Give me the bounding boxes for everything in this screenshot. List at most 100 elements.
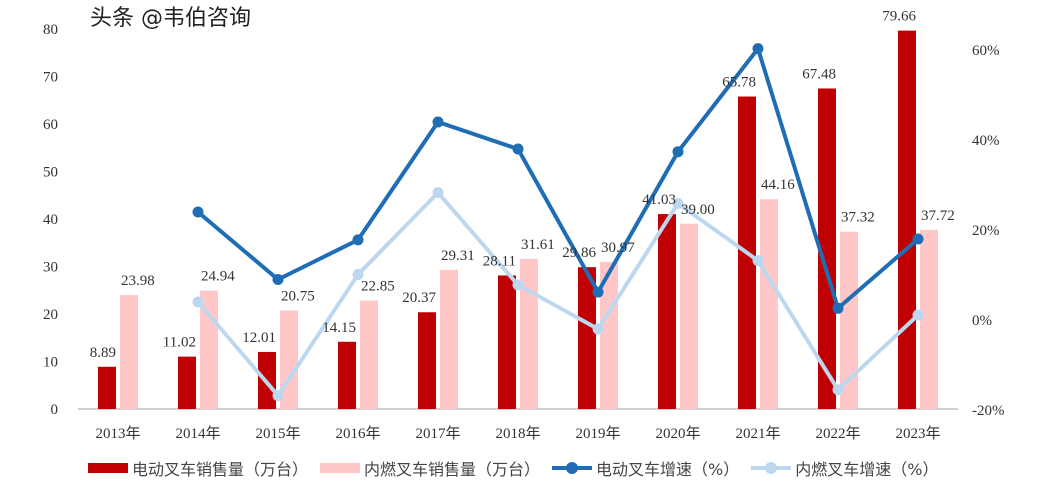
left-axis-tick: 10 [43, 355, 58, 371]
ev-sales-label: 20.37 [402, 290, 436, 306]
ev-growth-point [352, 234, 364, 246]
ev-growth-point [272, 274, 284, 285]
ice-growth-point [272, 390, 284, 402]
ice-sales-label: 20.75 [281, 288, 315, 304]
left-axis-tick: 30 [43, 260, 58, 276]
ice-sales-label: 29.31 [441, 248, 475, 264]
ice-sales-label: 30.97 [601, 240, 635, 256]
left-axis-tick: 80 [43, 22, 58, 38]
x-axis-tick: 2023年 [895, 425, 940, 442]
ice-sales-label: 37.32 [841, 210, 875, 226]
x-axis-tick: 2021年 [735, 425, 780, 442]
x-axis-tick: 2014年 [175, 425, 220, 442]
left-axis-tick: 40 [43, 212, 58, 228]
ice-growth-point [512, 279, 524, 291]
ev-growth-point [752, 43, 764, 55]
right-axis-tick: -20% [972, 403, 1005, 419]
left-axis-tick: 0 [51, 402, 59, 418]
legend-line-marker [552, 462, 593, 474]
ev-sales-label: 12.01 [242, 330, 276, 346]
right-axis-tick: 20% [972, 223, 1000, 239]
x-axis-tick: 2013年 [95, 425, 140, 442]
legend-line-marker [751, 462, 792, 474]
ev-sales-bar [898, 30, 916, 410]
ev-sales-bar [818, 88, 836, 409]
ev-growth-point [432, 116, 444, 128]
ice-sales-bar [920, 229, 938, 409]
ev-growth-point [192, 206, 204, 218]
ev-sales-bar [658, 214, 676, 409]
legend-label: 内燃叉车销售量（万台） [364, 460, 541, 479]
legend-item-ice-growth: 内燃叉车增速（%） [751, 456, 938, 480]
right-axis-tick: 40% [972, 133, 1000, 149]
left-axis-tick: 60 [43, 117, 58, 133]
ev-sales-bar [338, 341, 356, 409]
ice-growth-point [432, 187, 444, 199]
x-axis-tick: 2020年 [655, 425, 700, 442]
ice-sales-bar [440, 269, 458, 409]
right-axis-tick: 0% [972, 313, 992, 329]
ev-sales-label: 41.03 [642, 192, 676, 208]
ice-sales-label: 24.94 [201, 269, 235, 285]
legend-item-ev-growth: 电动叉车增速（%） [552, 456, 739, 480]
ice-growth-point [832, 384, 844, 396]
right-axis-tick: 60% [972, 43, 1000, 59]
ice-growth-line [196, 190, 920, 398]
ice-sales-bar [840, 231, 858, 409]
ice-sales-bar [600, 261, 618, 409]
ice-growth-point [672, 197, 684, 209]
ice-sales-bar [680, 223, 698, 409]
legend: 电动叉车销售量（万台） 内燃叉车销售量（万台） 电动叉车增速（%） 内燃叉车增速… [88, 456, 950, 480]
ev-sales-bar [498, 275, 516, 409]
ice-growth-point [592, 323, 604, 335]
ice-sales-label: 23.98 [121, 273, 155, 289]
ice-sales-label: 22.85 [361, 278, 395, 294]
ev-growth-point [512, 143, 524, 155]
legend-swatch [320, 463, 361, 473]
x-axis-tick: 2018年 [495, 425, 540, 442]
ice-growth-point [352, 269, 364, 281]
ev-sales-bar [418, 312, 436, 409]
ice-sales-bar [520, 258, 538, 409]
legend-swatch [88, 463, 128, 473]
ev-growth-point [672, 146, 684, 158]
ev-growth-point [832, 302, 844, 314]
x-axis-tick: 2015年 [255, 425, 300, 442]
ev-sales-label: 65.78 [722, 75, 756, 91]
ice-sales-label: 31.61 [521, 237, 555, 253]
x-axis-tick: 2017年 [415, 425, 460, 442]
ice-sales-bar [120, 295, 138, 409]
ev-sales-bar [578, 267, 596, 409]
left-axis-tick: 70 [43, 70, 58, 86]
ice-sales-bar [760, 199, 778, 409]
ev-sales-label: 8.89 [90, 345, 116, 361]
legend-item-ev-sales: 电动叉车销售量（万台） [88, 456, 308, 480]
left-axis-tick: 20 [43, 307, 58, 323]
x-axis-tick: 2019年 [575, 425, 620, 442]
ev-sales-label: 11.02 [163, 335, 196, 351]
legend-label: 内燃叉车增速（%） [795, 460, 939, 479]
ev-sales-label: 29.86 [562, 245, 596, 261]
ev-sales-label: 79.66 [882, 9, 916, 25]
left-axis-tick: 50 [43, 165, 58, 181]
ice-sales-label: 44.16 [761, 177, 795, 193]
ice-growth-point [192, 296, 204, 308]
x-axis-tick: 2022年 [815, 425, 860, 442]
watermark: 头条 @韦伯咨询 [90, 6, 251, 31]
ev-sales-label: 67.48 [802, 66, 836, 82]
ev-sales-bar [98, 366, 116, 409]
ev-sales-label: 14.15 [322, 320, 356, 336]
ice-sales-bar [360, 300, 378, 409]
ev-growth-line [196, 46, 920, 311]
ev-sales-bar [178, 356, 196, 409]
ice-sales-label: 39.00 [681, 202, 715, 218]
legend-label: 电动叉车销售量（万台） [132, 460, 309, 479]
ev-sales-label: 28.11 [483, 253, 516, 269]
ice-growth-point [752, 255, 764, 267]
ice-sales-label: 37.72 [921, 208, 955, 224]
ev-growth-point [592, 286, 604, 298]
ice-growth-point [912, 309, 924, 321]
legend-item-ice-sales: 内燃叉车销售量（万台） [320, 456, 540, 480]
ev-growth-point [912, 233, 924, 245]
